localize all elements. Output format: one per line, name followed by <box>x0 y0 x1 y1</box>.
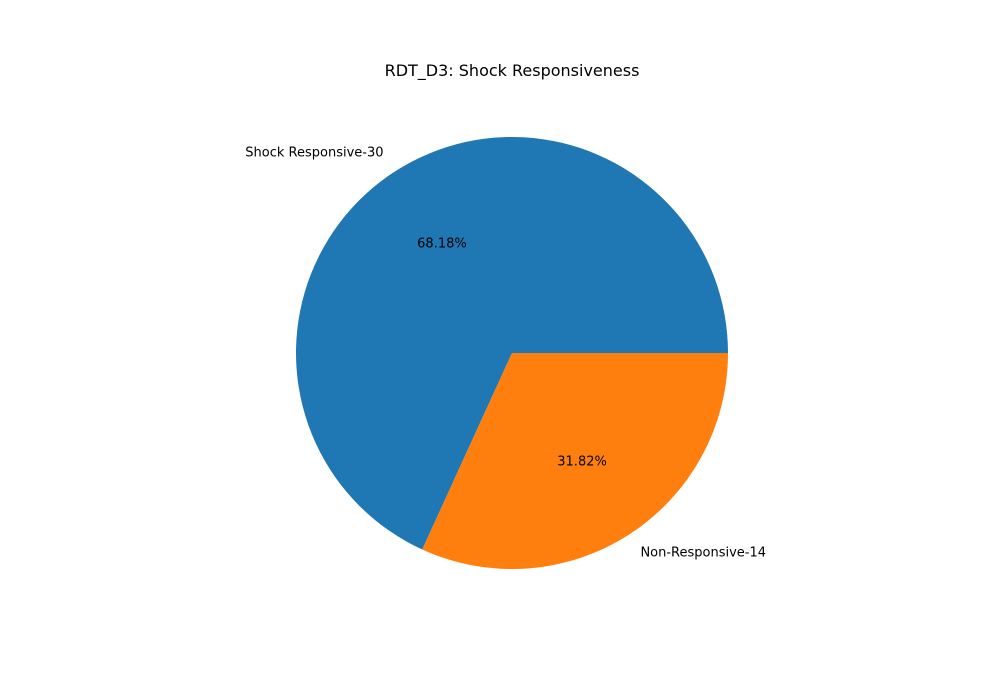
chart-title: RDT_D3: Shock Responsiveness <box>385 61 640 81</box>
pie-slice-0 <box>296 137 728 550</box>
slice-label: Non-Responsive-14 <box>640 545 766 560</box>
pie-slices <box>296 137 728 570</box>
slice-label: Shock Responsive-30 <box>245 146 383 161</box>
pie-slice-1 <box>422 353 728 570</box>
pie-labels: 68.18% Shock Responsive-30 31.82% Non-Respo… <box>245 146 766 561</box>
slice-percent-label: 68.18% <box>417 236 467 251</box>
slice-percent-label: 31.82% <box>557 455 607 470</box>
